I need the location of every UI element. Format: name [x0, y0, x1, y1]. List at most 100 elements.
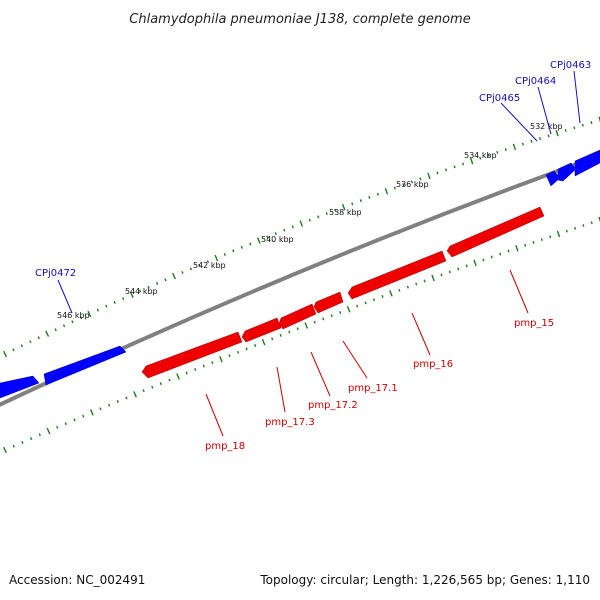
kbp-label-542: 542 kbp — [193, 261, 226, 270]
outer-tick-8 — [71, 320, 74, 324]
inner-tick-35 — [304, 322, 309, 329]
inner-tick-52 — [448, 270, 451, 274]
outer-tick-28 — [240, 245, 243, 249]
gene-left-edge[interactable] — [0, 375, 40, 399]
outer-tick-38 — [325, 212, 328, 216]
inner-tick-0 — [3, 446, 7, 454]
inner-tick-4 — [38, 433, 41, 437]
outer-tick-20 — [172, 272, 176, 280]
outer-tick-32 — [274, 232, 277, 236]
inner-tick-70 — [598, 216, 600, 223]
inner-tick-64 — [549, 235, 552, 239]
inner-tick-44 — [381, 295, 384, 299]
inner-tick-10 — [89, 409, 94, 416]
gene-cpj0464[interactable] — [557, 162, 577, 182]
inner-tick-48 — [415, 282, 418, 286]
outer-tick-21 — [181, 271, 184, 274]
leader-pmp-17-1 — [342, 340, 368, 379]
inner-tick-53 — [457, 267, 460, 271]
outer-tick-61 — [521, 142, 524, 146]
inner-tick-47 — [406, 285, 409, 289]
outer-tick-63 — [539, 137, 542, 140]
reverse-genes — [141, 206, 545, 379]
inner-tick-55 — [473, 259, 477, 267]
inner-tick-23 — [202, 364, 205, 368]
gene-pmp-17-3[interactable] — [241, 317, 282, 343]
outer-tick-23 — [198, 263, 201, 267]
outer-tick-31 — [266, 235, 269, 239]
leader-pmp-15 — [509, 269, 529, 314]
outer-tick-70 — [598, 116, 600, 123]
inner-tick-6 — [56, 425, 59, 429]
kbp-label-540: 540 kbp — [261, 235, 294, 244]
inner-tick-58 — [499, 252, 502, 256]
gene-cpj0465[interactable] — [545, 170, 561, 187]
outer-tick-13 — [113, 300, 116, 304]
label-leaders — [57, 70, 581, 437]
outer-tick-47 — [402, 183, 405, 187]
inner-tick-65 — [556, 230, 561, 238]
inner-tick-14 — [125, 396, 128, 400]
outer-tick-27 — [232, 249, 235, 253]
label-pmp-16: pmp_16 — [413, 359, 453, 370]
inner-tick-43 — [372, 298, 376, 302]
outer-tick-33 — [283, 228, 286, 232]
inner-tick-46 — [398, 288, 401, 292]
outer-tick-43 — [368, 195, 371, 199]
outer-tick-58 — [496, 150, 499, 154]
inner-tick-31 — [271, 337, 274, 341]
leader-cpj0465 — [500, 102, 538, 142]
outer-tick-67 — [573, 126, 576, 130]
outer-tick-0 — [2, 350, 8, 358]
inner-tick-15 — [133, 391, 137, 398]
label-pmp-15: pmp_15 — [514, 318, 554, 329]
inner-tick-60 — [515, 244, 519, 252]
outer-tick-64 — [547, 134, 550, 138]
gene-pmp-15[interactable] — [446, 206, 545, 258]
inner-tick-45 — [389, 290, 393, 297]
outer-tick-51 — [436, 171, 439, 175]
outer-tick-60 — [512, 143, 517, 151]
outer-tick-41 — [351, 202, 354, 206]
outer-tick-24 — [206, 260, 210, 264]
outer-tick-62 — [530, 139, 533, 143]
inner-tick-50 — [431, 274, 435, 282]
outer-tick-1 — [12, 348, 15, 352]
inner-tick-1 — [12, 444, 15, 448]
inner-tick-24 — [211, 361, 214, 365]
inner-tick-42 — [364, 301, 367, 305]
inner-tick-11 — [99, 407, 102, 411]
gene-pmp-17-1[interactable] — [313, 291, 344, 314]
kbp-label-534: 534 kbp — [464, 151, 497, 160]
gene-cpj0463[interactable] — [574, 149, 600, 177]
outer-tick-10 — [87, 310, 92, 318]
outer-tick-39 — [334, 208, 337, 212]
inner-tick-38 — [330, 314, 333, 318]
outer-tick-40 — [341, 203, 346, 211]
gene-pmp-18[interactable] — [141, 331, 243, 379]
inner-tick-26 — [228, 354, 231, 358]
inner-tick-19 — [168, 378, 171, 382]
outer-tick-42 — [359, 199, 362, 203]
kbp-label-546: 546 kbp — [57, 311, 90, 320]
outer-tick-54 — [462, 162, 465, 166]
gene-pmp-17-2[interactable] — [278, 303, 317, 330]
gene-cpj0472[interactable] — [43, 345, 127, 386]
label-cpj0472: CPj0472 — [35, 268, 76, 279]
accession-text: Accession: NC_002491 — [9, 573, 146, 587]
inner-tick-29 — [254, 344, 257, 347]
inner-tick-25 — [219, 355, 223, 363]
outer-tick-29 — [249, 242, 252, 246]
outer-tick-19 — [164, 278, 167, 282]
outer-tick-55 — [469, 157, 474, 165]
outer-tick-25 — [214, 254, 219, 262]
gene-pmp-16[interactable] — [347, 250, 447, 300]
outer-tick-18 — [155, 282, 159, 285]
inner-tick-18 — [159, 382, 163, 386]
genome-backbone — [0, 153, 600, 407]
inner-tick-66 — [565, 229, 568, 233]
inner-tick-62 — [532, 240, 535, 244]
outer-tick-15 — [129, 291, 134, 298]
leader-pmp-17-2 — [310, 351, 331, 397]
outer-tick-59 — [504, 148, 507, 152]
